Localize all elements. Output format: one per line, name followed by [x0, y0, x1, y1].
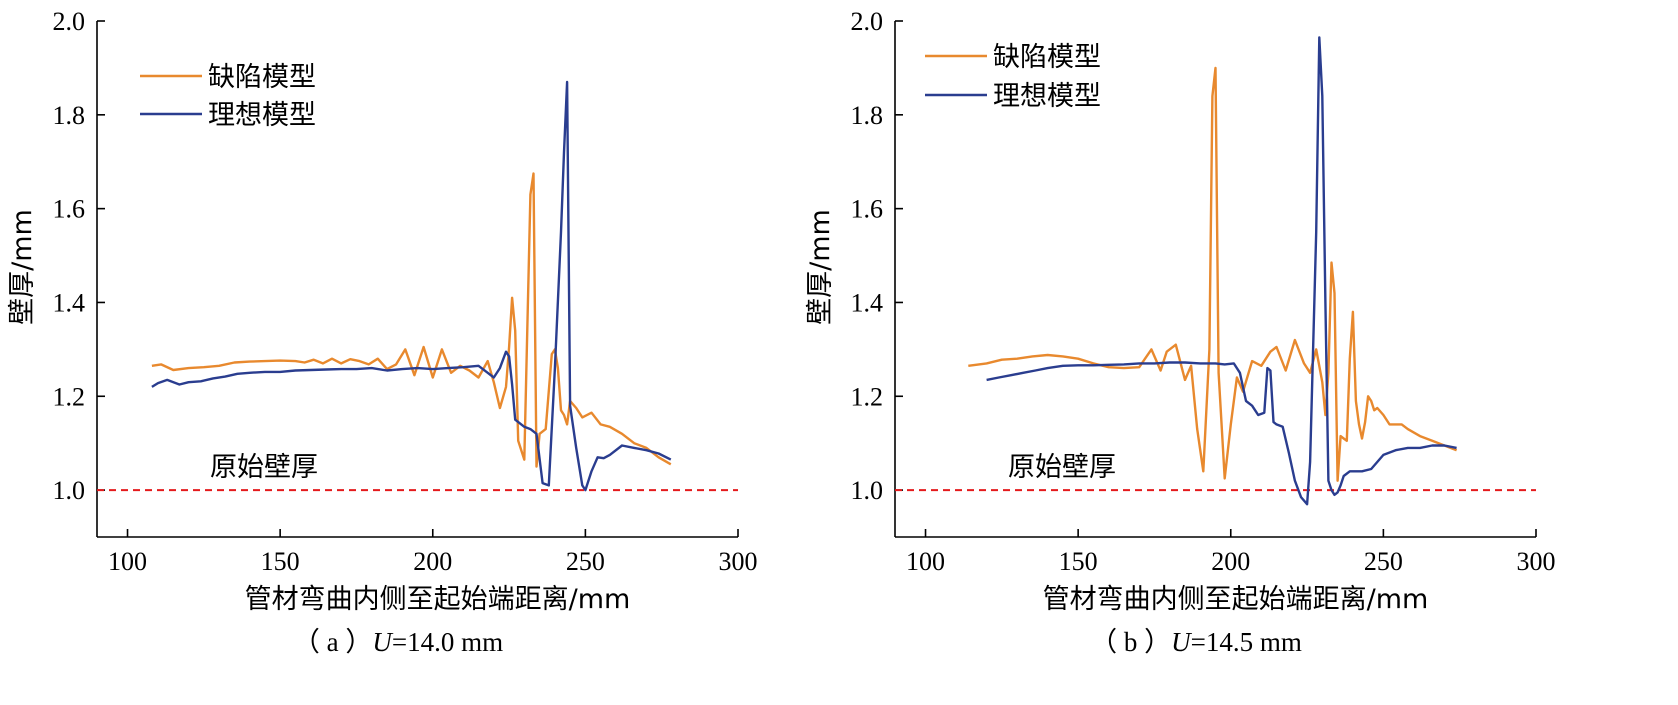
chart-b-y-tick-label: 1.6 — [851, 195, 884, 224]
chart-a-y-tick-label: 1.4 — [53, 288, 86, 317]
chart-a-legend-label: 缺陷模型 — [208, 62, 316, 93]
chart-a-series-line-ideal-model — [151, 80, 672, 492]
chart-a-series-line-defect-model — [151, 172, 672, 468]
chart-b-y-tick-label: 2.0 — [851, 7, 884, 36]
chart-b-series-line-defect-model — [968, 66, 1458, 482]
chart-b-x-tick-label: 300 — [1517, 547, 1556, 576]
chart-b-series-line-ideal-model — [986, 36, 1457, 506]
chart-b-x-tick-label: 150 — [1059, 547, 1098, 576]
chart-b-legend-label: 理想模型 — [993, 81, 1101, 112]
chart-a-legend-label: 理想模型 — [208, 100, 316, 131]
chart-b-x-tick-label: 100 — [906, 547, 945, 576]
chart-a-y-axis-label: 壁厚/mm — [7, 209, 38, 325]
chart-a-caption: （ a ）U=14.0 mm — [293, 627, 503, 657]
chart-b-y-tick-label: 1.0 — [851, 476, 884, 505]
chart-b-y-tick-label: 1.8 — [851, 101, 884, 130]
chart-b-legend-label: 缺陷模型 — [993, 42, 1101, 73]
chart-b: 100 150 200 250 300 1.0 1.2 1.4 1.6 1.8 2.0 管材弯曲内侧至… — [805, 7, 1556, 657]
chart-a-x-axis-label: 管材弯曲内侧至起始端距离/mm — [245, 584, 631, 615]
chart-b-x-tick-label: 250 — [1364, 547, 1403, 576]
chart-b-reference-label: 原始壁厚 — [1008, 452, 1116, 483]
chart-a-y-tick-label: 1.0 — [53, 476, 86, 505]
chart-a-x-tick-label: 250 — [566, 547, 605, 576]
chart-a-y-tick-label: 1.6 — [53, 195, 86, 224]
chart-a-x-tick-label: 200 — [413, 547, 452, 576]
chart-a-y-tick-label: 1.2 — [53, 382, 86, 411]
chart-a-x-tick-label: 150 — [261, 547, 300, 576]
chart-a-y-tick-label: 1.8 — [53, 101, 86, 130]
chart-a-x-tick-label: 300 — [719, 547, 758, 576]
chart-b-y-axis-label: 壁厚/mm — [805, 209, 836, 325]
chart-b-x-tick-label: 200 — [1211, 547, 1250, 576]
chart-a: 100 150 200 250 300 1.0 1.2 1.4 1.6 1.8 2.0 管材弯曲内侧至… — [7, 7, 758, 657]
chart-a-y-tick-label: 2.0 — [53, 7, 86, 36]
chart-a-reference-label: 原始壁厚 — [210, 452, 318, 483]
chart-b-y-tick-label: 1.4 — [851, 288, 884, 317]
chart-b-x-axis-label: 管材弯曲内侧至起始端距离/mm — [1043, 584, 1429, 615]
chart-a-x-tick-label: 100 — [108, 547, 147, 576]
chart-b-caption: （ b ）U=14.5 mm — [1090, 627, 1302, 657]
chart-b-y-tick-label: 1.2 — [851, 382, 884, 411]
